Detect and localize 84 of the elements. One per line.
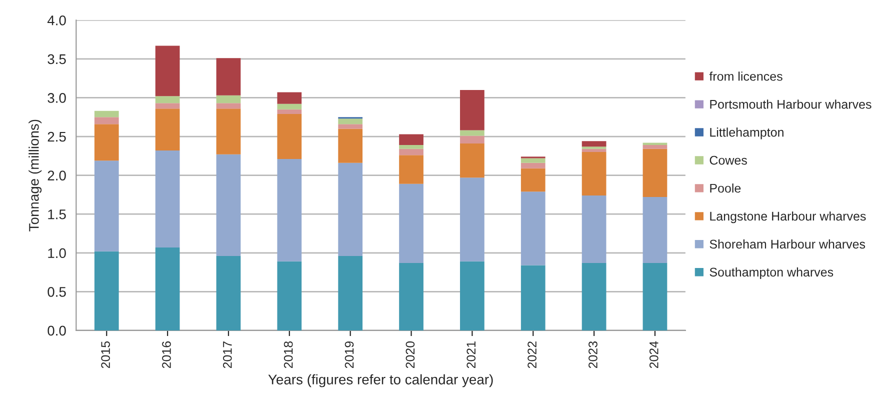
legend-label: Portsmouth Harbour wharves [710, 100, 872, 109]
x-tick-label: 2015 [101, 341, 110, 368]
bar [216, 256, 241, 330]
legend-label: Poole [710, 183, 741, 193]
legend-label: Southampton wharves [710, 267, 834, 280]
bar [338, 128, 363, 163]
bar [642, 197, 668, 263]
bar [277, 114, 302, 160]
bar [94, 110, 119, 118]
bar [338, 162, 363, 256]
bar [277, 109, 302, 114]
bar [520, 265, 546, 330]
bar [460, 130, 484, 136]
bar [216, 58, 241, 96]
legend-label: from licences [709, 72, 782, 81]
bar [460, 178, 484, 262]
y-tick-label: 3.0 [48, 93, 66, 103]
x-tick-label: 2024 [649, 341, 658, 368]
bar [155, 108, 180, 150]
bar [155, 46, 180, 96]
bar [155, 247, 180, 330]
bar [94, 124, 119, 161]
x-tick-label: 2019 [344, 341, 354, 368]
bar [277, 104, 302, 110]
y-tick-label: 1.5 [48, 210, 66, 220]
legend-label: Langstone Harbour wharves [710, 211, 866, 224]
bar [460, 90, 484, 130]
bar [460, 261, 484, 330]
bar [399, 184, 424, 263]
bar [642, 145, 668, 149]
bar [399, 134, 424, 146]
y-tick-label: 4.0 [47, 15, 66, 26]
y-axis-title: Tonnage (millions) [28, 120, 42, 232]
y-tick-label: 2.5 [48, 132, 66, 142]
x-tick-label: 2018 [284, 341, 293, 368]
bar [520, 168, 546, 192]
bar [338, 124, 363, 129]
bar [460, 136, 484, 144]
bar [642, 142, 668, 146]
bar [216, 103, 241, 109]
bar [460, 144, 484, 178]
legend-label: Shoreham Harbour wharves [710, 239, 866, 249]
bar [399, 145, 424, 149]
x-tick-label: 2017 [222, 342, 232, 368]
bar [155, 150, 180, 248]
bar [642, 148, 668, 198]
x-tick-label: 2021 [466, 341, 476, 368]
bar [338, 256, 363, 330]
x-tick-label: 2023 [588, 341, 598, 368]
y-tick-label: 1.0 [48, 248, 66, 258]
y-tick-label: 3.5 [48, 54, 66, 64]
bar [582, 152, 606, 196]
bar [94, 251, 119, 330]
bar [399, 155, 424, 184]
x-tick-label: 2020 [406, 341, 415, 368]
y-tick-label: 2.0 [48, 170, 66, 180]
x-axis-title: Years (figures refer to calendar year) [268, 374, 493, 388]
x-tick-label: 2022 [528, 342, 536, 368]
bar [582, 195, 606, 263]
bar [520, 158, 546, 163]
bar [582, 148, 606, 152]
x-tick-label: 2016 [162, 341, 171, 368]
bar [582, 141, 606, 147]
bar [277, 159, 302, 262]
bar [94, 117, 119, 124]
bar [216, 108, 241, 154]
bar [338, 118, 363, 124]
y-tick-label: 0.5 [48, 287, 66, 297]
bar [155, 103, 180, 109]
bar [520, 162, 546, 168]
bar [399, 148, 424, 156]
bar [520, 192, 546, 266]
y-tick-label: 0.0 [48, 326, 66, 336]
bar [94, 160, 119, 252]
bar [155, 96, 180, 104]
bar [582, 262, 606, 330]
bar [399, 262, 424, 330]
legend-label: Cowes [710, 156, 747, 165]
bar [642, 262, 668, 330]
bar [216, 154, 241, 256]
legend-label: Littlehampton [710, 128, 784, 140]
bar [277, 261, 302, 330]
bar [216, 95, 241, 104]
bar [277, 92, 302, 104]
